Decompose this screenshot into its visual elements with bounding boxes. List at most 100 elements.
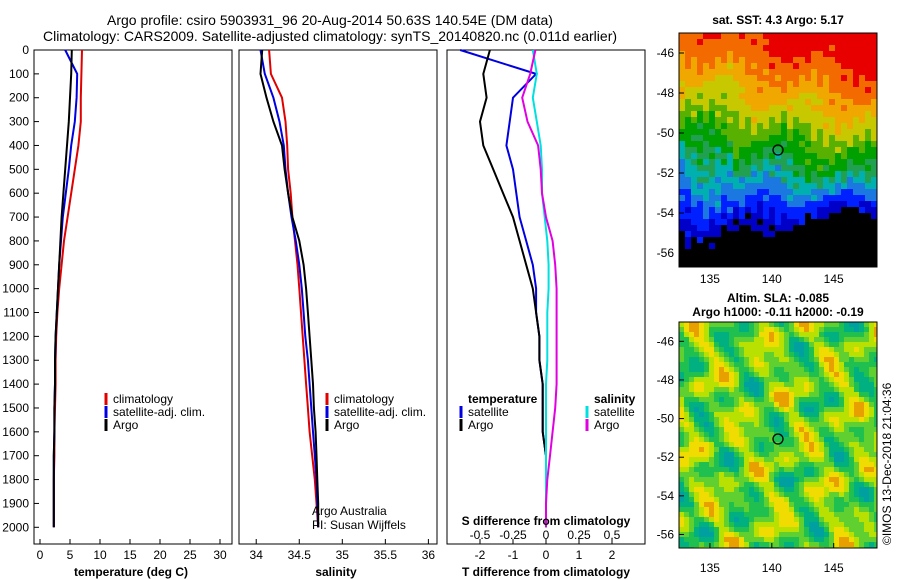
sla-cell xyxy=(849,367,855,373)
sla-cell xyxy=(864,497,870,503)
sst-cell xyxy=(829,147,836,154)
sla-cell xyxy=(709,422,715,428)
sla-cell xyxy=(764,502,770,508)
sla-cell xyxy=(804,357,810,363)
sla-cell xyxy=(754,487,760,493)
sla-cell xyxy=(864,372,870,378)
sla-cell xyxy=(719,427,725,433)
sst-cell xyxy=(781,237,788,244)
sla-cell xyxy=(814,372,820,378)
sst-cell xyxy=(697,93,704,100)
sla-cell xyxy=(764,407,770,413)
sst-cell xyxy=(871,225,877,232)
sla-cell xyxy=(864,517,870,523)
sla-cell xyxy=(789,357,795,363)
sst-cell xyxy=(835,213,842,220)
sst-cell xyxy=(787,135,794,142)
sla-cell xyxy=(799,527,805,533)
sst-cell xyxy=(757,207,764,214)
sst-cell xyxy=(703,147,710,154)
sst-cell xyxy=(865,69,872,76)
sst-cell xyxy=(817,231,824,238)
depth-tick-label: 2000 xyxy=(2,520,29,534)
sla-cell xyxy=(684,337,690,343)
sla-cell xyxy=(854,477,860,483)
sst-cell xyxy=(715,195,722,202)
sst-cell xyxy=(697,99,704,106)
sla-cell xyxy=(874,342,877,348)
sst-cell xyxy=(829,213,836,220)
sst-cell xyxy=(787,261,794,267)
sla-cell xyxy=(784,392,790,398)
sla-cell xyxy=(779,457,785,463)
sla-cell xyxy=(729,387,735,393)
sst-cell xyxy=(811,105,818,112)
sst-cell xyxy=(823,147,830,154)
sla-cell xyxy=(774,447,780,453)
sla-cell xyxy=(754,397,760,403)
sla-cell xyxy=(869,532,875,538)
sla-cell xyxy=(759,352,765,358)
sst-cell xyxy=(769,153,776,160)
sla-cell xyxy=(794,522,800,528)
sla-cell xyxy=(764,342,770,348)
sla-cell xyxy=(869,342,875,348)
sla-cell xyxy=(764,402,770,408)
sla-cell xyxy=(874,392,877,398)
sla-cell xyxy=(809,477,815,483)
s-tick-label: -0.5 xyxy=(470,528,491,542)
sst-cell xyxy=(727,165,734,172)
sla-cell xyxy=(744,422,750,428)
sla-cell xyxy=(744,387,750,393)
sla-cell xyxy=(844,507,850,513)
sst-cell xyxy=(775,39,782,46)
sst-cell xyxy=(751,237,758,244)
sst-cell xyxy=(733,255,740,262)
sla-cell xyxy=(864,337,870,343)
sla-cell xyxy=(784,347,790,353)
sla-cell xyxy=(729,452,735,458)
sla-cell xyxy=(834,372,840,378)
sst-cell xyxy=(703,213,710,220)
sst-cell xyxy=(811,111,818,118)
sla-cell xyxy=(754,387,760,393)
sst-cell xyxy=(871,231,877,238)
sla-cell xyxy=(689,392,695,398)
sla-cell xyxy=(739,512,745,518)
sst-cell xyxy=(763,189,770,196)
sst-cell xyxy=(781,135,788,142)
sst-cell xyxy=(781,207,788,214)
sla-cell xyxy=(739,402,745,408)
sst-cell xyxy=(787,93,794,100)
sla-cell xyxy=(864,452,870,458)
sst-cell xyxy=(799,117,806,124)
sla-cell xyxy=(824,337,830,343)
sst-cell xyxy=(727,129,734,136)
sla-cell xyxy=(764,347,770,353)
sla-cell xyxy=(809,352,815,358)
sst-cell xyxy=(823,237,830,244)
sst-cell xyxy=(691,219,698,226)
sla-cell xyxy=(829,437,835,443)
sla-cell xyxy=(754,512,760,518)
sst-cell xyxy=(715,33,722,40)
sla-cell xyxy=(714,332,720,338)
sla-cell xyxy=(869,412,875,418)
sla-cell xyxy=(749,322,755,328)
sst-cell xyxy=(829,195,836,202)
sst-cell xyxy=(853,255,860,262)
sst-cell xyxy=(679,255,686,262)
sst-cell xyxy=(763,75,770,82)
sla-cell xyxy=(839,512,845,518)
sla-cell xyxy=(864,472,870,478)
sla-cell xyxy=(799,322,805,328)
sst-cell xyxy=(757,63,764,70)
sst-cell xyxy=(793,129,800,136)
sst-cell xyxy=(853,177,860,184)
x-tick-label: 0 xyxy=(37,548,44,562)
sla-cell xyxy=(729,537,735,543)
sst-cell xyxy=(817,261,824,267)
sla-cell xyxy=(834,537,840,543)
difference-xlabel: T difference from climatology xyxy=(462,565,630,579)
sst-cell xyxy=(793,171,800,178)
